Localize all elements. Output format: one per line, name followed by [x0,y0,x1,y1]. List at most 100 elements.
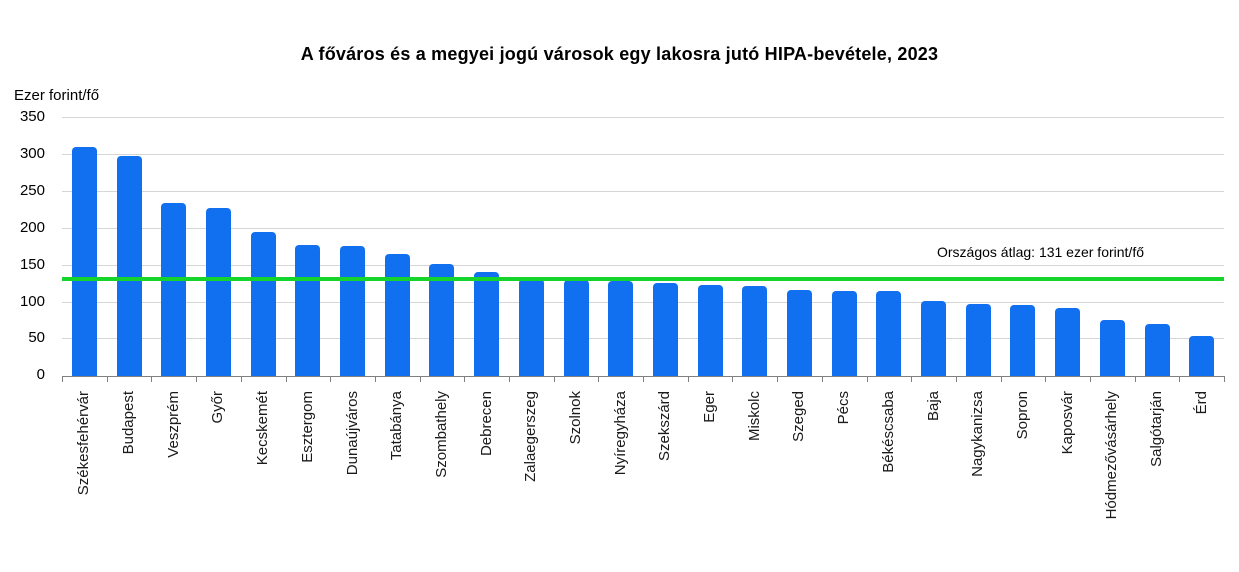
x-axis-label: Szombathely [432,391,450,478]
x-axis-label: Esztergom [298,391,316,463]
bar [921,300,946,376]
average-line-label: Országos átlag: 131 ezer forint/fő [937,244,1144,260]
x-axis-line [62,376,1225,377]
x-axis-label: Szolnok [567,391,584,445]
bar [295,244,321,376]
x-axis-tick [106,377,108,382]
y-axis-tick-label: 300 [19,145,45,163]
bar [831,290,857,376]
y-axis-tick-label: 150 [19,255,45,273]
bar [429,264,455,376]
x-axis-label: Érd [1192,391,1210,415]
bar [563,280,589,376]
x-axis-label: Veszprém [164,391,182,458]
x-axis-tick [687,377,689,382]
x-axis-label: Kaposvár [1058,391,1076,455]
bar [697,285,723,376]
average-line [62,276,1224,281]
x-axis-tick [240,377,242,382]
y-axis-tick-label: 350 [19,108,45,126]
x-axis-tick [330,377,332,382]
y-axis-tick-label: 100 [19,292,45,310]
y-axis-unit-label: Ezer forint/fő [14,87,100,104]
x-axis-label: Budapest [120,391,137,455]
x-axis-label: Hódmezővásárhely [1103,391,1121,520]
x-axis-tick [1134,377,1136,382]
x-axis-tick [643,377,644,382]
x-axis-tick [866,377,868,382]
x-axis-label: Salgótarján [1148,391,1165,467]
x-axis-label: Székesfehérvár [75,391,93,496]
x-axis-tick [419,377,421,382]
bar [518,278,544,376]
bar [1189,336,1215,376]
x-axis-tick [285,377,287,382]
x-axis-tick [553,377,555,382]
bar [1055,308,1081,376]
x-axis-tick [508,377,510,382]
bar [1010,304,1036,376]
x-axis-label: Miskolc [745,391,763,442]
x-axis-tick [464,377,466,382]
gridline [62,227,1224,229]
x-axis-label: Debrecen [477,391,495,457]
gridline [62,338,1224,340]
x-axis-label: Pécs [835,391,853,425]
y-axis-tick-label: 200 [19,218,45,236]
x-axis-label: Dunaújváros [343,391,361,476]
x-axis-tick [1000,377,1002,382]
gridline [62,154,1224,156]
bar [384,254,410,376]
x-axis-label: Győr [209,391,227,424]
x-axis-label: Tatabánya [388,391,406,461]
x-axis-tick [196,377,198,382]
x-axis-tick [151,377,153,382]
bar [161,202,187,376]
gridline [62,301,1224,303]
y-axis-tick-label: 250 [19,182,45,199]
bar [1099,320,1125,376]
bar [742,286,768,376]
x-axis-tick [911,377,913,382]
x-axis-label: Eger [701,391,718,423]
y-axis-tick-label: 50 [28,329,45,347]
bar [1144,323,1170,376]
x-axis-tick [777,377,779,382]
bar [340,245,365,376]
x-axis-tick [374,377,376,382]
gridline [62,117,1224,119]
x-axis-label: Kecskemét [254,391,272,466]
bar [965,303,991,376]
x-axis-label: Sopron [1013,391,1031,440]
bar [250,232,276,376]
x-axis-tick [732,377,734,382]
x-axis-tick [62,377,63,382]
x-axis-tick [1224,377,1225,382]
x-axis-label: Nagykanizsa [969,391,987,477]
bar [786,289,812,376]
x-axis-label: Zalaegerszeg [522,391,540,482]
x-axis-tick [1179,377,1181,382]
gridline [62,191,1224,192]
bar [116,156,142,376]
bar [474,272,500,376]
x-axis-tick [955,377,957,382]
bar [71,146,97,376]
gridline [62,264,1224,266]
x-axis-tick [1089,377,1091,382]
x-axis-tick [598,377,600,382]
x-axis-label: Szeged [790,391,808,442]
x-axis-label: Békéscsaba [879,391,897,473]
x-axis-label: Nyíregyháza [611,391,629,476]
bar [652,283,678,376]
x-axis-label: Szekszárd [656,391,674,462]
chart-title: A főváros és a megyei jogú városok egy l… [300,44,939,64]
bar [608,280,634,376]
bar [205,208,231,376]
y-axis-tick-label: 0 [36,366,45,384]
x-axis-tick [821,377,823,382]
bar [876,291,902,376]
x-axis-tick [1045,377,1047,382]
x-axis-label: Baja [924,391,942,422]
